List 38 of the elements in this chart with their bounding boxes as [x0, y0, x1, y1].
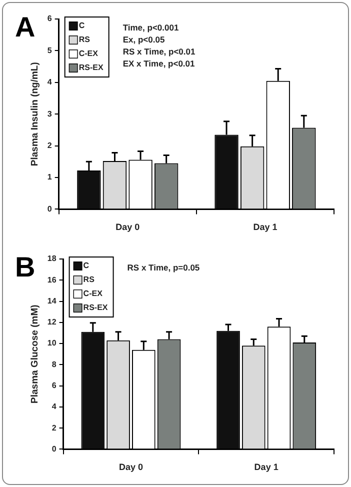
y-tick-label: 10 — [47, 338, 57, 348]
y-axis-title: Plasma Insulin (ng/mL) — [29, 62, 40, 166]
x-tick-label: Day 0 — [116, 222, 140, 232]
annotation: Time, p<0.001 — [122, 22, 179, 32]
y-tick-label: 0 — [47, 204, 52, 214]
y-tick-label: 4 — [47, 78, 52, 87]
y-tick-label: 6 — [47, 14, 52, 24]
y-tick-label: 18 — [47, 254, 57, 264]
y-tick-label: 2 — [52, 423, 57, 432]
y-tick-label: 2 — [47, 141, 52, 150]
x-tick-label: Day 1 — [254, 462, 278, 472]
chart-title: A — [15, 12, 36, 43]
legend-label: RS — [83, 275, 96, 284]
y-tick-label: 14 — [47, 296, 57, 306]
legend-label: C — [83, 261, 90, 270]
legend-label: RS-EX — [78, 63, 104, 72]
y-tick-label: 4 — [52, 402, 57, 412]
y-axis-title: Plasma Glucose (mM) — [29, 304, 40, 404]
legend-label: RS — [78, 35, 91, 44]
annotation: EX x Time, p<0.01 — [122, 58, 196, 68]
y-tick-label: 5 — [47, 46, 52, 55]
x-tick-label: Day 1 — [253, 222, 278, 232]
y-tick-label: 8 — [52, 360, 57, 369]
chart-title: B — [15, 252, 36, 283]
y-tick-label: 6 — [52, 381, 57, 390]
legend-label: C-EX — [83, 289, 104, 298]
y-tick-label: 0 — [52, 444, 57, 454]
annotation: RS x Time, p<0.01 — [122, 46, 196, 56]
y-tick-label: 12 — [47, 318, 57, 327]
legend-label: C-EX — [78, 49, 99, 58]
annotation: RS x Time, p=0.05 — [127, 262, 200, 272]
y-tick-label: 1 — [47, 172, 52, 182]
annotation: Ex, p<0.05 — [122, 34, 165, 44]
x-tick-label: Day 0 — [118, 462, 143, 472]
legend-label: C — [78, 21, 85, 30]
y-tick-label: 3 — [47, 109, 52, 118]
legend-label: RS-EX — [83, 303, 108, 312]
y-tick-label: 16 — [47, 275, 57, 284]
